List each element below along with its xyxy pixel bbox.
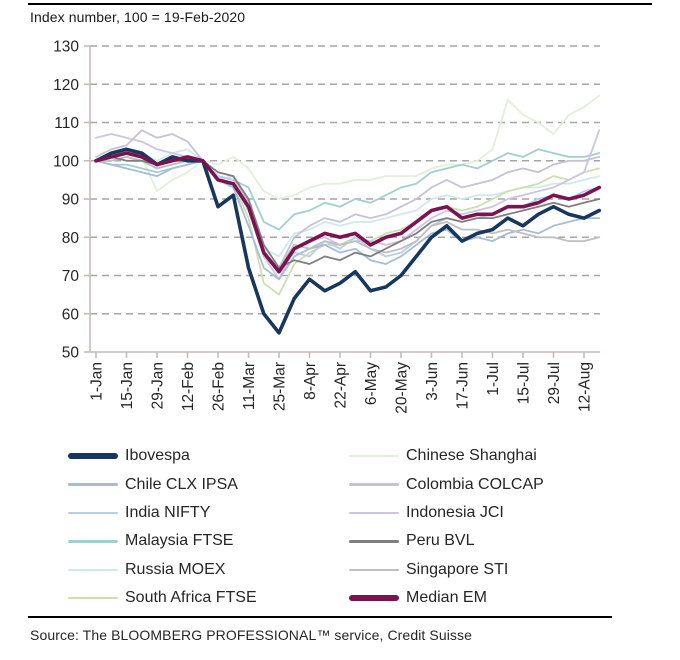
legend-item-india-nifty: India NIFTY [68, 504, 349, 522]
x-tick-label: 6-May [363, 362, 380, 405]
legend-label-colombia-colcap: Colombia COLCAP [406, 475, 544, 493]
legend-swatch-indonesia-jci [349, 511, 399, 515]
x-tick-label: 1-Jan [89, 362, 106, 401]
legend-label-indonesia-jci: Indonesia JCI [406, 503, 504, 521]
legend-swatch-peru-bvl [349, 540, 399, 543]
x-tick-label: 1-Jul [485, 362, 502, 396]
legend-item-chile-clx-ipsa: Chile CLX IPSA [68, 476, 349, 494]
legend-swatch-chile-clx-ipsa [68, 483, 118, 486]
legend-swatch-malaysia-ftse [68, 540, 118, 543]
x-tick-label: 15-Jan [119, 362, 136, 409]
bottom-divider [28, 616, 612, 618]
legend-item-malaysia-ftse: Malaysia FTSE [68, 532, 349, 550]
legend-item-colombia-colcap: Colombia COLCAP [349, 476, 624, 494]
x-tick-label: 12-Feb [180, 362, 197, 411]
series-line-peru-bvl [95, 155, 601, 269]
y-tick-label: 60 [62, 306, 80, 323]
legend-label-ibovespa: Ibovespa [125, 447, 190, 465]
legend-item-chinese-shanghai: Chinese Shanghai [349, 447, 624, 465]
x-tick-label: 17-Jun [455, 362, 472, 409]
x-tick-label: 29-Jan [150, 362, 167, 409]
series-line-median-em [94, 151, 602, 274]
series-line-chinese-shanghai [95, 94, 601, 200]
legend-swatch-median-em [349, 595, 399, 601]
y-tick-label: 90 [62, 192, 80, 209]
legend-label-peru-bvl: Peru BVL [406, 532, 475, 550]
legend-swatch-singapore-sti [349, 568, 399, 571]
series-line-chile-clx-ipsa [95, 159, 601, 281]
legend-item-median-em: Median EM [349, 589, 624, 607]
legend-swatch-chinese-shanghai [349, 454, 399, 458]
x-tick-label: 26-Feb [211, 362, 228, 411]
x-tick-label: 25-Mar [272, 362, 289, 411]
legend-label-russia-moex: Russia MOEX [125, 560, 226, 578]
legend-label-malaysia-ftse: Malaysia FTSE [125, 532, 234, 550]
legend-item-ibovespa: Ibovespa [68, 447, 349, 465]
y-tick-label: 110 [54, 115, 79, 132]
legend-label-singapore-sti: Singapore STI [406, 560, 509, 578]
x-tick-label: 3-Jun [424, 362, 441, 401]
y-tick-label: 80 [62, 230, 80, 247]
chart-legend: Ibovespa Chinese Shanghai Chile CLX IPSA Co… [68, 442, 624, 612]
legend-swatch-colombia-colcap [349, 483, 399, 486]
x-tick-label: 22-Apr [333, 362, 350, 409]
chart-title: Index number, 100 = 19-Feb-2020 [30, 9, 246, 25]
top-divider [28, 3, 652, 5]
source-text: Source: The BLOOMBERG PROFESSIONAL™ serv… [30, 627, 473, 643]
legend-item-south-africa-ftse: South Africa FTSE [68, 589, 349, 607]
y-tick-label: 120 [53, 77, 79, 94]
legend-item-indonesia-jci: Indonesia JCI [349, 504, 624, 522]
series-line-india-nifty [95, 155, 601, 273]
legend-label-median-em: Median EM [406, 589, 487, 607]
x-tick-label: 11-Mar [241, 362, 258, 410]
y-tick-label: 70 [62, 268, 80, 285]
series-line-singapore-sti [95, 155, 601, 269]
legend-label-india-nifty: India NIFTY [125, 503, 211, 521]
x-tick-label: 12-Aug [577, 362, 594, 412]
legend-item-peru-bvl: Peru BVL [349, 532, 624, 550]
y-tick-label: 50 [62, 345, 80, 362]
y-tick-label: 130 [53, 39, 79, 56]
legend-swatch-russia-moex [68, 568, 118, 571]
x-tick-label: 20-May [394, 362, 411, 414]
legend-label-chinese-shanghai: Chinese Shanghai [406, 447, 537, 465]
y-tick-label: 100 [53, 153, 79, 170]
legend-label-chile-clx-ipsa: Chile CLX IPSA [125, 475, 238, 493]
x-tick-label: 8-Apr [302, 362, 319, 400]
legend-item-russia-moex: Russia MOEX [68, 561, 349, 579]
legend-swatch-south-africa-ftse [68, 596, 118, 600]
legend-label-south-africa-ftse: South Africa FTSE [125, 589, 257, 607]
legend-item-singapore-sti: Singapore STI [349, 561, 624, 579]
legend-swatch-ibovespa [68, 453, 118, 459]
series-line-colombia-colcap [95, 129, 601, 269]
x-tick-label: 15-Jul [516, 362, 533, 404]
legend-swatch-india-nifty [68, 511, 118, 515]
line-chart: 50 60 70 80 90 100 110 120 130 1-Jan 15-Jan 29-Jan 1… [53, 39, 602, 414]
x-tick-label: 29-Jul [546, 362, 563, 404]
